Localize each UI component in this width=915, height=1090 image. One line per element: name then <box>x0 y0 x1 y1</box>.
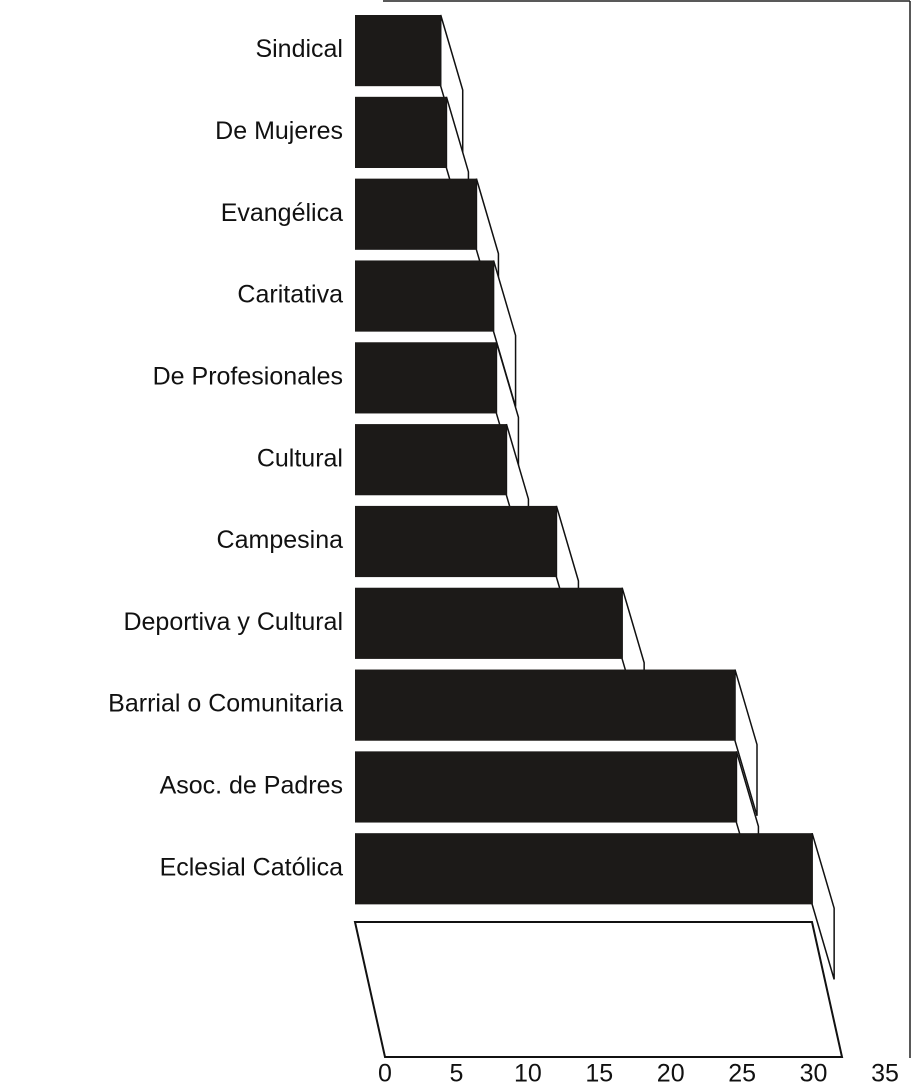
bar <box>355 833 813 905</box>
y-tick-label: Cultural <box>257 444 343 472</box>
floor <box>353 921 844 1058</box>
bar <box>355 587 623 659</box>
x-tick-label: 20 <box>657 1060 685 1088</box>
y-tick-label: Eclesial Católica <box>160 853 344 881</box>
bar <box>355 15 441 87</box>
x-tick-label: 5 <box>449 1060 463 1088</box>
y-tick-label: Asoc. de Padres <box>160 772 343 800</box>
bar <box>355 178 477 250</box>
y-tick-label: Barrial o Comunitaria <box>108 690 343 718</box>
bar <box>355 751 737 823</box>
bar <box>355 342 497 414</box>
bar <box>355 669 735 741</box>
x-tick-label: 10 <box>514 1060 542 1088</box>
y-tick-label: Caritativa <box>237 281 343 309</box>
y-tick-label: Sindical <box>255 35 343 63</box>
bar <box>355 260 494 332</box>
x-tick-label: 25 <box>728 1060 756 1088</box>
bar <box>355 424 507 496</box>
bar-side <box>811 832 835 980</box>
y-tick-label: De Mujeres <box>215 117 343 145</box>
bar <box>355 96 447 168</box>
x-tick-label: 15 <box>585 1060 613 1088</box>
y-tick-label: Evangélica <box>221 199 343 227</box>
y-tick-label: Deportiva y Cultural <box>123 608 343 636</box>
x-tick-label: 35 <box>871 1060 899 1088</box>
bar <box>355 505 557 578</box>
x-tick-label: 0 <box>378 1060 392 1088</box>
y-tick-label: De Profesionales <box>153 362 343 390</box>
y-tick-label: Campesina <box>217 526 344 554</box>
x-tick-label: 30 <box>800 1060 828 1088</box>
